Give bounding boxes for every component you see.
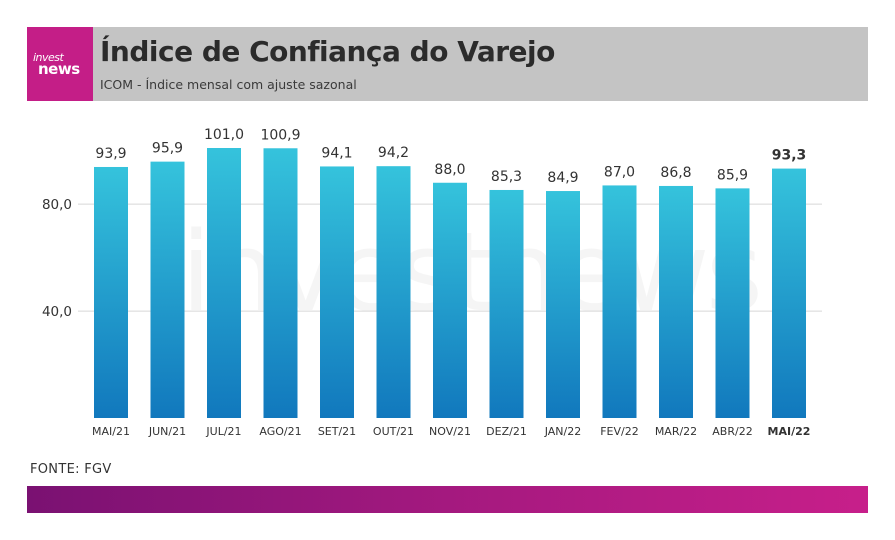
x-category-label: SET/21 (318, 425, 356, 438)
bar (150, 161, 185, 418)
bar-value-label: 94,1 (321, 145, 352, 161)
x-category-label: JUN/21 (148, 425, 186, 438)
bar (772, 168, 806, 418)
bar-value-label: 95,9 (152, 141, 183, 157)
bar-value-label: 93,3 (772, 148, 807, 164)
x-category-label: JUL/21 (205, 425, 241, 438)
logo-text-invest: invest (33, 51, 64, 64)
bars-group (94, 148, 806, 418)
bar (659, 185, 693, 418)
chart-subtitle: ICOM - Índice mensal com ajuste sazonal (100, 77, 357, 92)
x-category-label: MAI/21 (92, 425, 130, 438)
bar (546, 191, 580, 418)
x-category-label: NOV/21 (429, 425, 471, 438)
x-category-label: AGO/21 (259, 425, 301, 438)
bar-value-label: 87,0 (604, 164, 635, 180)
header-banner: invest news Índice de Confiança do Varej… (27, 27, 868, 101)
bar (433, 182, 467, 418)
bar-value-label: 84,9 (547, 170, 578, 186)
y-tick-label: 80,0 (42, 197, 72, 213)
bar-value-label: 88,0 (434, 162, 465, 178)
bar-value-label: 100,9 (260, 127, 300, 143)
x-category-label: JAN/22 (544, 425, 582, 438)
bar (207, 148, 241, 418)
x-category-label: ABR/22 (712, 425, 752, 438)
bar (94, 166, 128, 418)
x-category-label: DEZ/21 (486, 425, 527, 438)
bar (602, 185, 637, 418)
bar (376, 166, 411, 418)
bar-value-label: 94,2 (378, 145, 409, 161)
x-axis-labels: MAI/21 JUN/21 JUL/21 AGO/21 SET/21 OUT/21 NOV/… (92, 425, 810, 438)
x-category-label: MAR/22 (655, 425, 697, 438)
x-category-label: OUT/21 (373, 425, 414, 438)
logo-text-news: news (38, 60, 80, 78)
bar-value-label: 85,3 (491, 169, 522, 185)
bar (263, 148, 298, 418)
bar (715, 188, 750, 418)
value-labels: 93,9 95,9 101,0 100,9 94,1 94,2 88,0 85,3 84,9 87… (95, 127, 806, 186)
investnews-logo: invest news (27, 27, 93, 101)
bar-value-label: 86,8 (660, 165, 691, 181)
bar (320, 166, 354, 418)
footer-bar (27, 486, 868, 513)
x-category-label: FEV/22 (600, 425, 639, 438)
y-tick-label: 40,0 (42, 304, 72, 320)
bar-value-label: 85,9 (717, 167, 748, 183)
chart-title: Índice de Confiança do Varejo (100, 35, 555, 68)
bar-value-label: 93,9 (95, 146, 126, 162)
y-axis-ticks: 40,0 80,0 (42, 197, 72, 320)
bar (489, 189, 524, 418)
bar-value-label: 101,0 (204, 127, 244, 143)
source-note: FONTE: FGV (30, 462, 112, 477)
x-category-label: MAI/22 (768, 425, 811, 438)
